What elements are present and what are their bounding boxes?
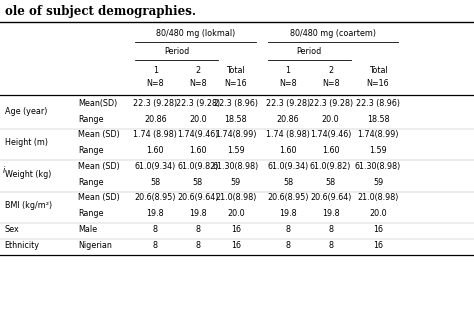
Text: 16: 16 bbox=[231, 225, 241, 234]
Text: Range: Range bbox=[78, 146, 104, 155]
Text: 1.59: 1.59 bbox=[227, 146, 245, 155]
Text: 8: 8 bbox=[328, 225, 333, 234]
Text: 1.60: 1.60 bbox=[322, 146, 339, 155]
Text: Range: Range bbox=[78, 209, 104, 218]
Text: Range: Range bbox=[78, 178, 104, 186]
Text: 1: 1 bbox=[153, 66, 158, 75]
Text: 18.58: 18.58 bbox=[367, 115, 389, 123]
Text: 58: 58 bbox=[326, 178, 336, 186]
Text: 1.74 (8.98): 1.74 (8.98) bbox=[133, 130, 177, 139]
Text: 1.60: 1.60 bbox=[279, 146, 297, 155]
Text: 8: 8 bbox=[153, 225, 158, 234]
Text: 22.3 (9.28): 22.3 (9.28) bbox=[133, 99, 177, 108]
Text: Nigerian: Nigerian bbox=[78, 241, 112, 249]
Text: 20.0: 20.0 bbox=[189, 115, 207, 123]
Text: 8: 8 bbox=[328, 241, 333, 249]
Text: 20.6(8.95): 20.6(8.95) bbox=[267, 193, 309, 202]
Text: 58: 58 bbox=[150, 178, 160, 186]
Text: 1.74(9.46): 1.74(9.46) bbox=[310, 130, 351, 139]
Text: 58: 58 bbox=[283, 178, 293, 186]
Text: 19.8: 19.8 bbox=[146, 209, 164, 218]
Text: Total: Total bbox=[227, 66, 245, 75]
Text: 61.0(9.34): 61.0(9.34) bbox=[135, 162, 176, 171]
Text: i: i bbox=[2, 166, 5, 175]
Text: Weight (kg): Weight (kg) bbox=[5, 170, 51, 179]
Text: N=16: N=16 bbox=[367, 79, 389, 88]
Text: Ethnicity: Ethnicity bbox=[5, 241, 40, 249]
Text: 61.0(9.34): 61.0(9.34) bbox=[267, 162, 309, 171]
Text: 20.86: 20.86 bbox=[144, 115, 166, 123]
Text: 19.8: 19.8 bbox=[279, 209, 297, 218]
Text: Period: Period bbox=[297, 48, 322, 56]
Text: 20.0: 20.0 bbox=[227, 209, 245, 218]
Text: 58: 58 bbox=[193, 178, 203, 186]
Text: N=16: N=16 bbox=[225, 79, 247, 88]
Text: 1.74(8.99): 1.74(8.99) bbox=[357, 130, 399, 139]
Text: 16: 16 bbox=[373, 225, 383, 234]
Text: 8: 8 bbox=[153, 241, 158, 249]
Text: Height (m): Height (m) bbox=[5, 138, 48, 147]
Text: 20.86: 20.86 bbox=[277, 115, 299, 123]
Text: 1.60: 1.60 bbox=[146, 146, 164, 155]
Text: 59: 59 bbox=[373, 178, 383, 186]
Text: 61.30(8.98): 61.30(8.98) bbox=[355, 162, 401, 171]
Text: Male: Male bbox=[78, 225, 97, 234]
Text: 80/480 mg (coartem): 80/480 mg (coartem) bbox=[290, 29, 376, 37]
Text: 8: 8 bbox=[285, 241, 291, 249]
Text: ole of subject demographies.: ole of subject demographies. bbox=[5, 5, 196, 18]
Text: 16: 16 bbox=[231, 241, 241, 249]
Text: 2: 2 bbox=[195, 66, 201, 75]
Text: 20.0: 20.0 bbox=[369, 209, 387, 218]
Text: 22.3 (8.96): 22.3 (8.96) bbox=[356, 99, 400, 108]
Text: 22.3 (9.28): 22.3 (9.28) bbox=[176, 99, 220, 108]
Text: 1.60: 1.60 bbox=[189, 146, 207, 155]
Text: 61.30(8.98): 61.30(8.98) bbox=[213, 162, 259, 171]
Text: 16: 16 bbox=[373, 241, 383, 249]
Text: N=8: N=8 bbox=[146, 79, 164, 88]
Text: Period: Period bbox=[164, 48, 189, 56]
Text: BMI (kg/m²): BMI (kg/m²) bbox=[5, 201, 52, 210]
Text: 2: 2 bbox=[328, 66, 333, 75]
Text: 19.8: 19.8 bbox=[322, 209, 339, 218]
Text: Mean(SD): Mean(SD) bbox=[78, 99, 118, 108]
Text: 21.0(8.98): 21.0(8.98) bbox=[215, 193, 256, 202]
Text: 22.3 (8.96): 22.3 (8.96) bbox=[214, 99, 258, 108]
Text: 61.0(9.82): 61.0(9.82) bbox=[177, 162, 219, 171]
Text: 8: 8 bbox=[285, 225, 291, 234]
Text: Mean (SD): Mean (SD) bbox=[78, 130, 120, 139]
Text: N=8: N=8 bbox=[279, 79, 297, 88]
Text: 8: 8 bbox=[195, 241, 201, 249]
Text: Mean (SD): Mean (SD) bbox=[78, 193, 120, 202]
Text: N=8: N=8 bbox=[322, 79, 339, 88]
Text: N=8: N=8 bbox=[189, 79, 207, 88]
Text: 20.6(9.64): 20.6(9.64) bbox=[177, 193, 219, 202]
Text: Age (year): Age (year) bbox=[5, 107, 47, 116]
Text: 80/480 mg (lokmal): 80/480 mg (lokmal) bbox=[156, 29, 235, 37]
Text: 8: 8 bbox=[195, 225, 201, 234]
Text: 18.58: 18.58 bbox=[225, 115, 247, 123]
Text: 1.74(8.99): 1.74(8.99) bbox=[215, 130, 256, 139]
Text: Total: Total bbox=[369, 66, 387, 75]
Text: 21.0(8.98): 21.0(8.98) bbox=[357, 193, 399, 202]
Text: 1: 1 bbox=[285, 66, 291, 75]
Text: 1.74 (8.98): 1.74 (8.98) bbox=[266, 130, 310, 139]
Text: Mean (SD): Mean (SD) bbox=[78, 162, 120, 171]
Text: Range: Range bbox=[78, 115, 104, 123]
Text: 19.8: 19.8 bbox=[189, 209, 207, 218]
Text: 61.0(9.82): 61.0(9.82) bbox=[310, 162, 351, 171]
Text: 20.6(8.95): 20.6(8.95) bbox=[135, 193, 176, 202]
Text: 20.0: 20.0 bbox=[322, 115, 339, 123]
Text: 22.3 (9.28): 22.3 (9.28) bbox=[266, 99, 310, 108]
Text: 59: 59 bbox=[231, 178, 241, 186]
Text: Sex: Sex bbox=[5, 225, 19, 234]
Text: 20.6(9.64): 20.6(9.64) bbox=[310, 193, 351, 202]
Text: 22.3 (9.28): 22.3 (9.28) bbox=[309, 99, 353, 108]
Text: 1.59: 1.59 bbox=[369, 146, 387, 155]
Text: 1.74(9.46): 1.74(9.46) bbox=[177, 130, 219, 139]
